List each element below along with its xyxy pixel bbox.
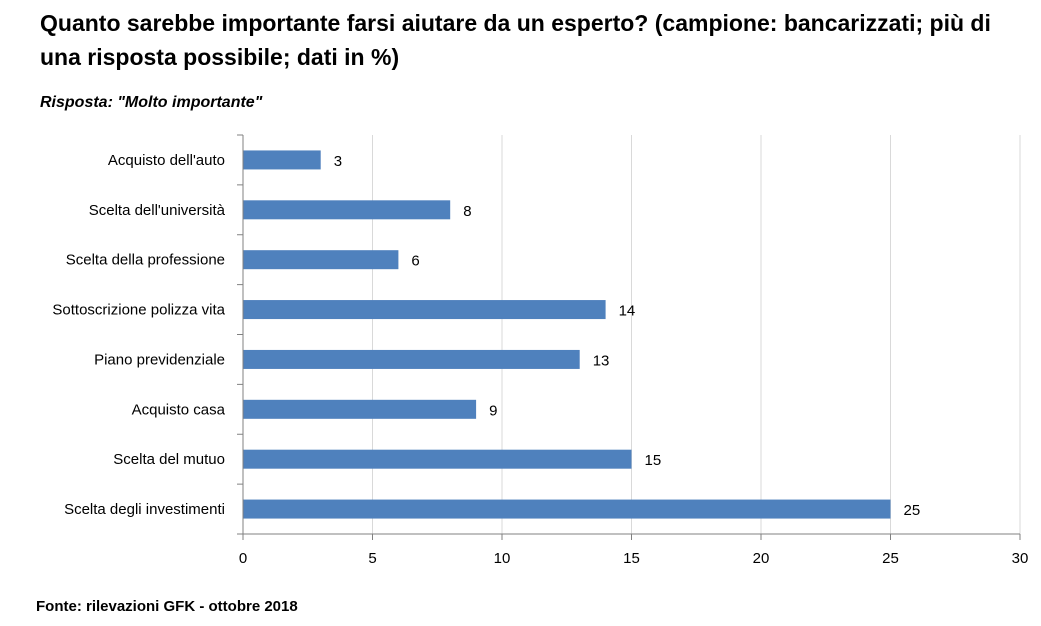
data-label: 25: [904, 502, 921, 519]
data-label: 6: [411, 253, 419, 270]
category-label: Acquisto casa: [132, 401, 226, 418]
bar: [243, 200, 451, 220]
gridlines: [372, 135, 1021, 534]
x-tick-label: 0: [239, 550, 247, 567]
category-label: Sottoscrizione polizza vita: [52, 302, 225, 319]
data-label: 13: [593, 352, 610, 369]
data-label: 8: [463, 203, 471, 220]
chart-subtitle: Risposta: "Molto importante": [40, 94, 263, 111]
category-label: Scelta dell'università: [89, 202, 226, 219]
x-tick-label: 5: [368, 550, 376, 567]
bar: [243, 399, 477, 419]
x-tick-label: 30: [1012, 550, 1029, 567]
category-label: Scelta della professione: [66, 252, 225, 269]
source-note: Fonte: rilevazioni GFK - ottobre 2018: [36, 598, 298, 615]
data-label: 15: [645, 452, 662, 469]
labels: 0 5 10 15 20 25 30 Acquisto dell'auto 3 Scelta de…: [52, 152, 1028, 567]
bar: [243, 150, 321, 170]
category-label: Acquisto dell'auto: [108, 152, 225, 169]
x-tick-label: 10: [494, 550, 511, 567]
data-label: 9: [489, 402, 497, 419]
bars: [243, 150, 891, 519]
bar: [243, 349, 580, 369]
bar: [243, 499, 891, 519]
category-label: Scelta del mutuo: [113, 451, 225, 468]
category-label: Piano previdenziale: [94, 351, 225, 368]
data-label: 3: [334, 153, 342, 170]
data-label: 14: [619, 303, 636, 320]
bar: [243, 250, 399, 270]
x-tick-label: 25: [882, 550, 899, 567]
bar: [243, 300, 606, 320]
category-label: Scelta degli investimenti: [64, 501, 225, 518]
x-tick-label: 15: [623, 550, 640, 567]
bar: [243, 449, 632, 469]
axes: [237, 134, 1021, 540]
x-tick-label: 20: [753, 550, 770, 567]
chart-title: Quanto sarebbe importante farsi aiutare …: [40, 10, 991, 70]
